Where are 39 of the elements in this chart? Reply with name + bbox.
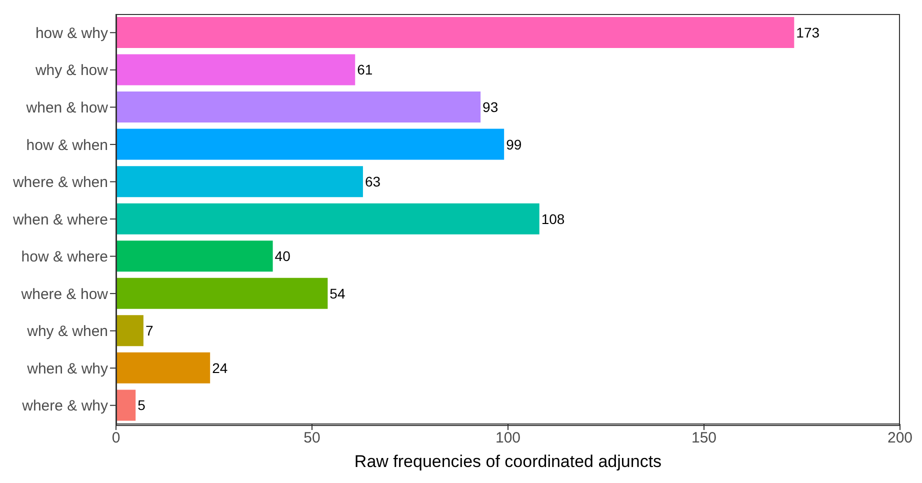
y-tick-label: where & when [12,174,108,192]
bar [116,240,273,272]
x-tick-label: 0 [112,430,120,447]
data-label: 40 [274,248,291,264]
data-label: 63 [364,174,381,190]
bar [116,16,794,48]
data-label: 99 [506,136,522,152]
x-tick-label: 200 [887,430,913,447]
data-label: 54 [330,285,346,302]
bar [116,54,356,86]
data-label: 5 [138,397,146,414]
y-tick-label: why & when [26,323,108,340]
y-tick-label: when & why [26,360,108,378]
x-axis-title: Raw frequencies of coordinated adjuncts [353,452,663,472]
data-label: 24 [212,360,228,376]
data-label: 7 [145,322,154,339]
data-label: 61 [357,62,373,78]
x-tick-label: 150 [691,430,717,447]
y-tick-label: where & why [21,398,108,415]
y-tick-label: why & how [34,62,108,80]
bar [116,278,328,309]
data-label: 93 [482,98,498,115]
x-tick-label: 100 [495,430,521,447]
bar [116,315,144,346]
data-label: 173 [796,24,820,40]
bar [116,390,136,421]
bar [116,166,363,198]
y-tick-label: how & where [21,248,108,266]
bar [116,128,504,160]
y-tick-label: where & how [20,286,108,303]
data-label: 108 [541,210,565,227]
bar [116,203,540,234]
y-tick-label: when & how [25,100,108,117]
y-tick-label: how & why [35,24,108,42]
bar [116,92,481,123]
bar [116,352,210,384]
x-tick-label: 50 [304,430,320,447]
y-tick-label: how & when [26,136,108,154]
y-tick-label: when & where [12,211,108,228]
